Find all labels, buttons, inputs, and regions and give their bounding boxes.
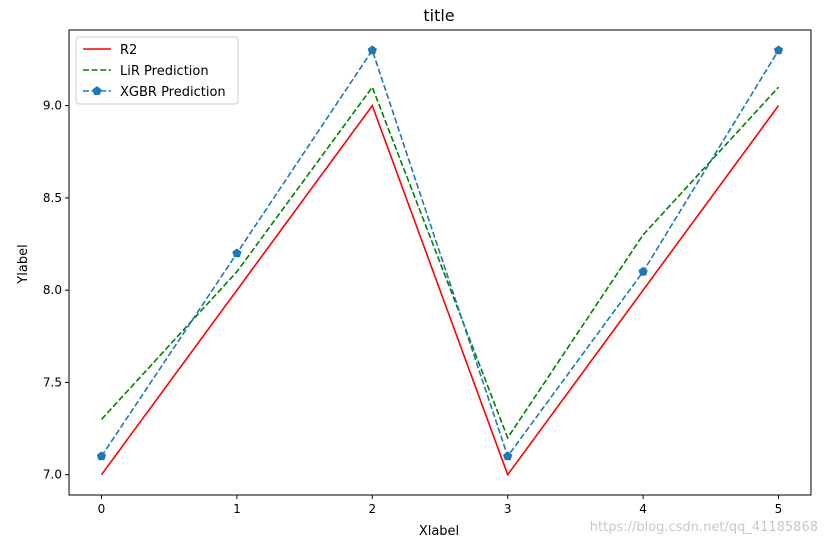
- data-point: [232, 248, 242, 258]
- y-axis-label: Ylabel: [16, 244, 31, 284]
- data-point: [367, 45, 377, 55]
- plot-area: 0 1 2 3 4 5 7.0 7.5 8.0 8.5 9.0: [43, 29, 812, 516]
- data-point: [773, 45, 784, 55]
- y-tick-label: 8.5: [43, 191, 62, 205]
- x-tick-label: 5: [775, 502, 783, 516]
- x-tick-label: 0: [98, 502, 106, 516]
- chart-title: title: [423, 6, 454, 25]
- y-tick-label: 7.5: [43, 375, 62, 389]
- legend-label-1: R2: [120, 43, 137, 58]
- legend-label-3: XGBR Prediction: [120, 85, 226, 100]
- x-tick-label: 1: [233, 502, 241, 516]
- y-tick-label: 9.0: [43, 99, 62, 113]
- series-line-1: [100, 103, 780, 477]
- legend: R2 LiR Prediction XGBR Prediction: [75, 36, 239, 105]
- y-tick-label: 7.0: [43, 468, 62, 482]
- data-point: [638, 266, 648, 276]
- series-line-2: [100, 85, 780, 440]
- x-tick-label: 3: [504, 502, 512, 516]
- y-tick-label: 8.0: [43, 283, 62, 297]
- axes-frame: [68, 29, 812, 496]
- series-line-3: [100, 48, 780, 458]
- watermark-text: https://blog.csdn.net/qq_41185868: [590, 520, 818, 535]
- x-tick-label: 2: [368, 502, 376, 516]
- x-axis-label: Xlabel: [419, 524, 459, 539]
- data-point: [96, 451, 107, 461]
- legend-label-2: LiR Prediction: [120, 64, 209, 79]
- legend-box: [75, 36, 239, 105]
- x-tick-label: 4: [639, 502, 647, 516]
- data-point: [503, 451, 513, 461]
- legend-marker: [92, 86, 102, 95]
